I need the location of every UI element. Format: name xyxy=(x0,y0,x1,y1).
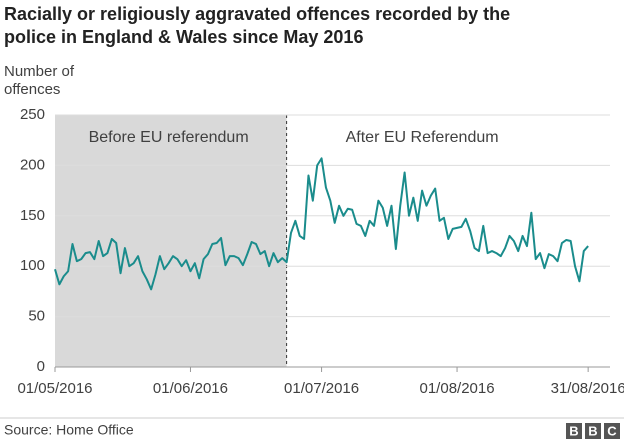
chart-title: Racially or religiously aggravated offen… xyxy=(4,4,510,24)
logo: B B C xyxy=(566,423,620,439)
shaded-region xyxy=(55,115,287,367)
annotation: Before EU referendum xyxy=(89,129,249,146)
logo-letter: C xyxy=(607,423,617,438)
y-tick-label: 250 xyxy=(20,106,45,123)
y-tick-label: 150 xyxy=(20,207,45,224)
x-tick-label: 01/07/2016 xyxy=(284,380,359,397)
x-tick-label: 01/08/2016 xyxy=(420,380,495,397)
x-tick-label: 01/05/2016 xyxy=(17,380,92,397)
y-tick-label: 100 xyxy=(20,257,45,274)
y-tick-label: 200 xyxy=(20,156,45,173)
x-tick-label: 31/08/2016 xyxy=(551,380,624,397)
logo-letter: B xyxy=(569,423,578,438)
annotation: After EU Referendum xyxy=(346,129,499,146)
logo-letter: B xyxy=(588,423,597,438)
source: Source: Home Office xyxy=(4,422,134,438)
x-tick-label: 01/06/2016 xyxy=(153,380,228,397)
y-tick-label: 0 xyxy=(37,358,45,375)
line xyxy=(54,157,589,291)
y-axis-label: offences xyxy=(4,81,60,98)
y-axis-label: Number of xyxy=(4,63,75,80)
y-tick-label: 50 xyxy=(28,308,45,325)
chart-title: police in England & Wales since May 2016 xyxy=(4,27,363,47)
